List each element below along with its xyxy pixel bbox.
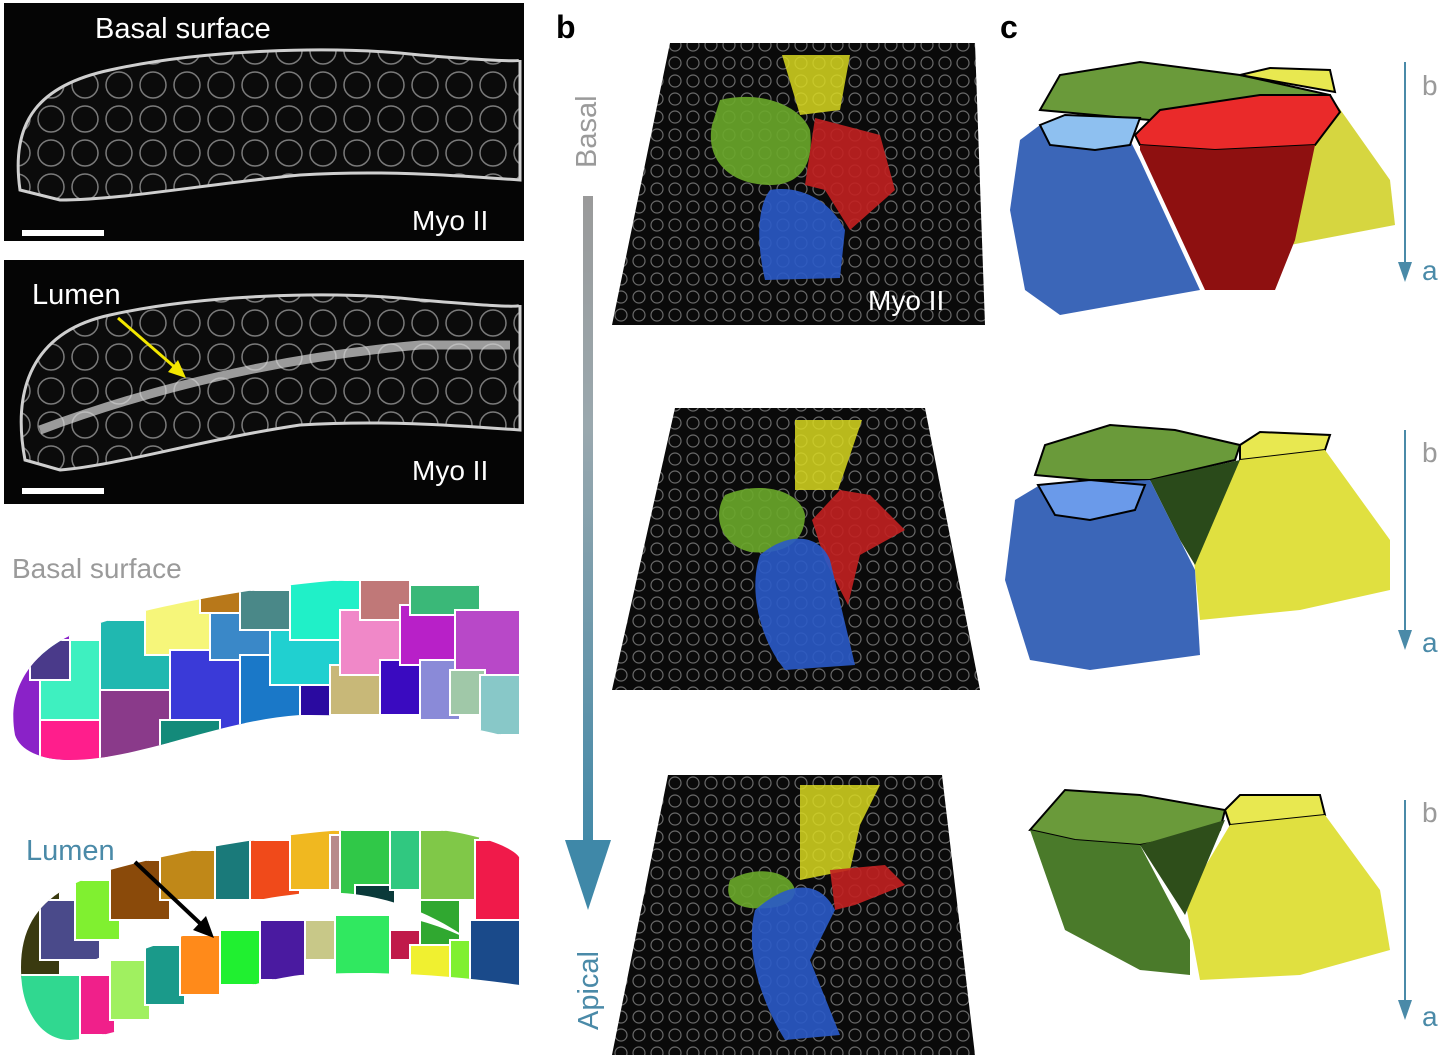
panel-a-lumen-arrowhead [168,360,186,378]
panel-b-letter: b [556,9,576,45]
panel-c-axis-2-bottom: a [1422,627,1438,658]
panel-c-model-1 [1010,60,1395,315]
panel-c-model-2 [1005,423,1390,670]
panel-b-axis-top-label: Basal [571,95,603,168]
panel-b-axis-bottom-label: Apical [573,951,605,1030]
panel-b-slice-middle [612,408,980,690]
panel-a-seg-lumen-arrow [133,860,207,930]
panel-a-segmentation-basal: Basal surface [12,553,520,760]
panel-b-slice-basal: Myo II [612,43,985,325]
panel-a-top-scalebar [22,230,104,236]
panel-c-model-3 [1028,788,1390,980]
panel-a-segmentation-lumen: Lumen [21,829,520,1040]
panel-a-middle-stain: Myo II [412,455,488,486]
panel-a-top-micrograph: Basal surface Myo II [4,3,524,241]
panel-c-axis-3-bottom: a [1422,1001,1438,1032]
panel-a-seg-basal-title: Basal surface [12,553,182,584]
panel-a-seg-lumen-arrowhead [193,916,214,938]
panel-a-lumen-gap [60,892,470,975]
panel-a-middle-scalebar [22,488,104,494]
panel-c-axis-1-top: b [1422,70,1438,101]
panel-c-axis-3: b a [1398,797,1438,1032]
panel-a-top-stain: Myo II [412,205,488,236]
panel-c-axis-3-top: b [1422,797,1438,828]
panel-b-axis-arrowhead [565,840,611,910]
panel-a-lumen-label: Lumen [32,279,121,311]
panel-b-slice-apical [612,775,975,1055]
panel-c-axis-2-top: b [1422,437,1438,468]
panel-c-letter: c [1000,9,1018,45]
panel-c-axis-1: b a [1398,62,1438,286]
panel-c-axis-1-bottom: a [1422,255,1438,286]
panel-a-seg-lumen-label: Lumen [26,835,115,867]
panel-b-axis: Basal Apical [565,95,611,1030]
panel-a-lumen-arrow [117,316,179,372]
panel-a-top-title: Basal surface [95,13,271,45]
panel-a-middle-micrograph: Lumen Myo II [4,260,524,504]
panel-c-axis-2: b a [1398,430,1438,658]
panel-b-stain: Myo II [868,285,944,316]
